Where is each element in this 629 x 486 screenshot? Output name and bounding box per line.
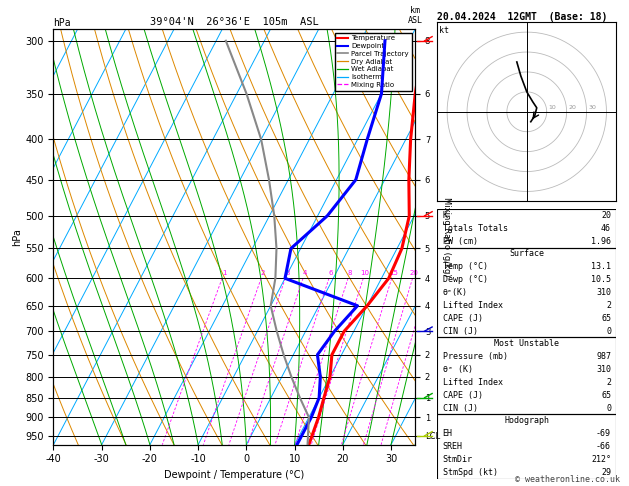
Text: kt: kt	[439, 26, 449, 35]
Text: 15: 15	[389, 270, 398, 276]
Text: 6: 6	[329, 270, 333, 276]
Legend: Temperature, Dewpoint, Parcel Trajectory, Dry Adiabat, Wet Adiabat, Isotherm, Mi: Temperature, Dewpoint, Parcel Trajectory…	[335, 33, 411, 90]
Text: -69: -69	[596, 429, 611, 438]
Text: 987: 987	[596, 352, 611, 361]
X-axis label: Dewpoint / Temperature (°C): Dewpoint / Temperature (°C)	[164, 470, 304, 480]
Text: Lifted Index: Lifted Index	[443, 378, 503, 387]
Text: CIN (J): CIN (J)	[443, 403, 477, 413]
Text: 65: 65	[601, 391, 611, 399]
Text: 2: 2	[261, 270, 265, 276]
Text: CAPE (J): CAPE (J)	[443, 391, 482, 399]
Bar	[437, 247, 616, 337]
Text: Totals Totals: Totals Totals	[443, 224, 508, 233]
Text: 0: 0	[606, 327, 611, 335]
Text: 8: 8	[348, 270, 352, 276]
Text: StmSpd (kt): StmSpd (kt)	[443, 468, 498, 477]
Text: CIN (J): CIN (J)	[443, 327, 477, 335]
Y-axis label: hPa: hPa	[13, 228, 23, 246]
Text: 310: 310	[596, 365, 611, 374]
Y-axis label: Mixing Ratio (g/kg): Mixing Ratio (g/kg)	[442, 197, 451, 277]
Text: km
ASL: km ASL	[408, 6, 423, 25]
Text: θᵉ(K): θᵉ(K)	[443, 288, 467, 297]
Text: 20: 20	[410, 270, 419, 276]
Text: 13.1: 13.1	[591, 262, 611, 271]
Bar	[437, 209, 616, 247]
Text: 20.04.2024  12GMT  (Base: 18): 20.04.2024 12GMT (Base: 18)	[437, 12, 608, 22]
Text: Temp (°C): Temp (°C)	[443, 262, 487, 271]
Text: SREH: SREH	[443, 442, 462, 451]
Bar	[437, 415, 616, 479]
Bar	[437, 337, 616, 415]
Text: 20: 20	[569, 105, 577, 110]
Title: 39°04'N  26°36'E  105m  ASL: 39°04'N 26°36'E 105m ASL	[150, 17, 319, 27]
Text: PW (cm): PW (cm)	[443, 237, 477, 245]
Text: Hodograph: Hodograph	[504, 417, 549, 425]
Text: 10.5: 10.5	[591, 275, 611, 284]
Text: © weatheronline.co.uk: © weatheronline.co.uk	[515, 474, 620, 484]
Text: 1: 1	[222, 270, 226, 276]
Text: StmDir: StmDir	[443, 455, 472, 464]
Text: 20: 20	[601, 211, 611, 220]
Text: 10: 10	[548, 105, 557, 110]
Text: CAPE (J): CAPE (J)	[443, 313, 482, 323]
Text: 212°: 212°	[591, 455, 611, 464]
Text: 30: 30	[589, 105, 596, 110]
Text: Most Unstable: Most Unstable	[494, 339, 559, 348]
Text: 2: 2	[606, 378, 611, 387]
Text: 10: 10	[360, 270, 370, 276]
Text: θᵉ (K): θᵉ (K)	[443, 365, 472, 374]
Text: 2: 2	[606, 301, 611, 310]
Text: 29: 29	[601, 468, 611, 477]
Text: 3: 3	[285, 270, 289, 276]
Text: Surface: Surface	[509, 249, 544, 259]
Text: 4: 4	[303, 270, 307, 276]
Text: 310: 310	[596, 288, 611, 297]
Text: 46: 46	[601, 224, 611, 233]
Text: 1.96: 1.96	[591, 237, 611, 245]
Text: 0: 0	[606, 403, 611, 413]
Text: Dewp (°C): Dewp (°C)	[443, 275, 487, 284]
Text: 65: 65	[601, 313, 611, 323]
Text: Pressure (mb): Pressure (mb)	[443, 352, 508, 361]
Text: Lifted Index: Lifted Index	[443, 301, 503, 310]
Text: K: K	[443, 211, 447, 220]
Text: EH: EH	[443, 429, 452, 438]
Text: hPa: hPa	[53, 17, 71, 28]
Text: -66: -66	[596, 442, 611, 451]
